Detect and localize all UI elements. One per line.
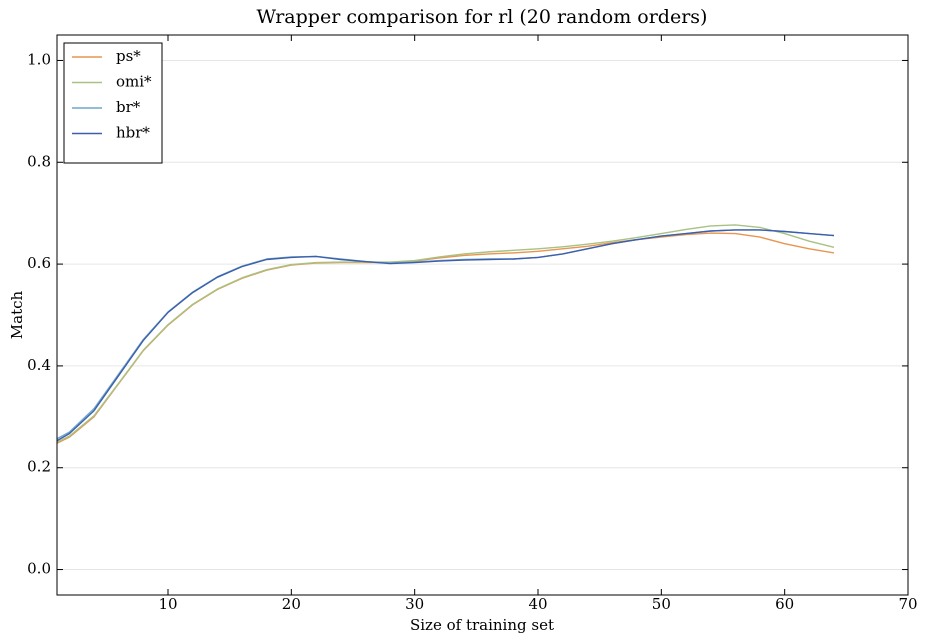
plot-frame (56, 34, 909, 596)
x-tick-label: 50 (652, 595, 671, 613)
legend-label: ps* (116, 47, 141, 65)
x-tick-label: 40 (528, 595, 547, 613)
y-tick-label: 1.0 (27, 50, 51, 68)
y-axis-label: Match (8, 290, 26, 339)
x-tick-label: 30 (405, 595, 424, 613)
chart-title: Wrapper comparison for rl (20 random ord… (257, 6, 708, 28)
x-tick-label: 10 (158, 595, 177, 613)
y-tick-label: 0.0 (27, 560, 51, 578)
x-tick-label: 60 (775, 595, 794, 613)
legend-label: omi* (116, 73, 152, 91)
legend-label: br* (116, 98, 141, 116)
y-tick-label: 0.2 (27, 458, 51, 476)
series-line (56, 224, 835, 443)
legend-box (63, 42, 163, 164)
legend-label: hbr* (116, 124, 150, 142)
x-tick-label: 20 (282, 595, 301, 613)
y-tick-label: 0.6 (27, 254, 51, 272)
legend: ps* omi* br* hbr* (63, 42, 163, 164)
x-axis-label: Size of training set (410, 616, 554, 634)
x-tick-label: 70 (898, 595, 917, 613)
series-line (56, 229, 835, 442)
y-tick-label: 0.4 (27, 356, 51, 374)
y-tick-label: 0.8 (27, 152, 51, 170)
